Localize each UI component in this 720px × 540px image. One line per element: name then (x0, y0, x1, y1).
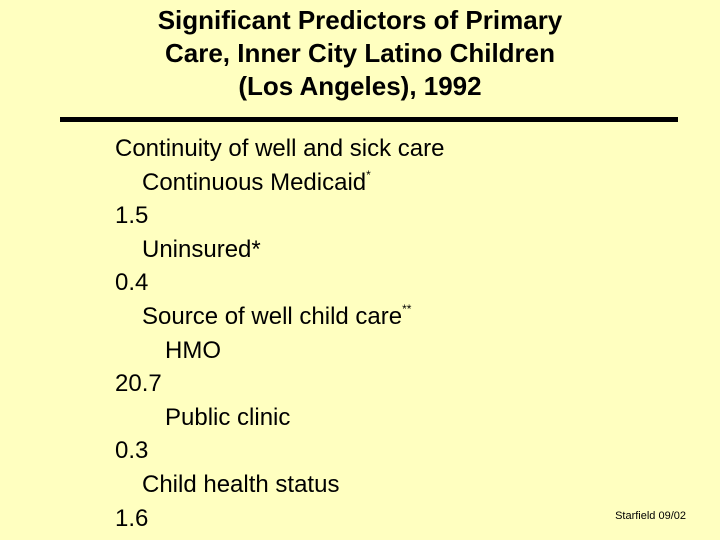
item-text: Uninsured* (142, 235, 261, 263)
item-value: 1.5 (115, 202, 149, 230)
footnote-marker: * (366, 167, 371, 182)
item-text: Child health status (142, 470, 340, 498)
title-line-2: Care, Inner City Latino Children (164, 38, 556, 68)
list-item-continuous-medicaid: Continuous Medicaid* (115, 166, 675, 200)
value-public-clinic: 0.3 (115, 434, 675, 468)
list-item-hmo: HMO (115, 334, 675, 368)
value-child-health-status: 1.6 (115, 502, 675, 536)
item-value: 0.4 (115, 269, 149, 297)
value-uninsured: 0.4 (115, 266, 675, 300)
list-item-public-clinic: Public clinic (115, 401, 675, 435)
item-value: 0.3 (115, 437, 149, 465)
item-text: Continuity of well and sick care (115, 135, 445, 162)
item-text: Continuous Medicaid (142, 168, 367, 196)
slide-title: Significant Predictors of Primary Care, … (60, 4, 660, 103)
slide-body: Continuity of well and sick care Continu… (115, 132, 675, 535)
item-text: HMO (165, 336, 221, 364)
list-item-child-health-status: Child health status (115, 468, 675, 502)
value-hmo: 20.7 (115, 367, 675, 401)
item-value: 20.7 (115, 370, 162, 398)
list-item-source-well-child-care: Source of well child care** (115, 300, 675, 334)
list-item-uninsured: Uninsured* (115, 233, 675, 267)
value-continuous-medicaid: 1.5 (115, 199, 675, 233)
footer-credit: Starfield 09/02 (615, 510, 686, 522)
footnote-marker: ** (402, 301, 412, 316)
item-text: Source of well child care (142, 302, 403, 330)
title-divider (60, 117, 678, 122)
list-item-continuity: Continuity of well and sick care (115, 132, 675, 166)
item-text: Public clinic (165, 403, 291, 431)
title-line-1: Significant Predictors of Primary (157, 5, 563, 35)
item-value: 1.6 (115, 504, 149, 532)
title-line-3: (Los Angeles), 1992 (238, 71, 482, 101)
